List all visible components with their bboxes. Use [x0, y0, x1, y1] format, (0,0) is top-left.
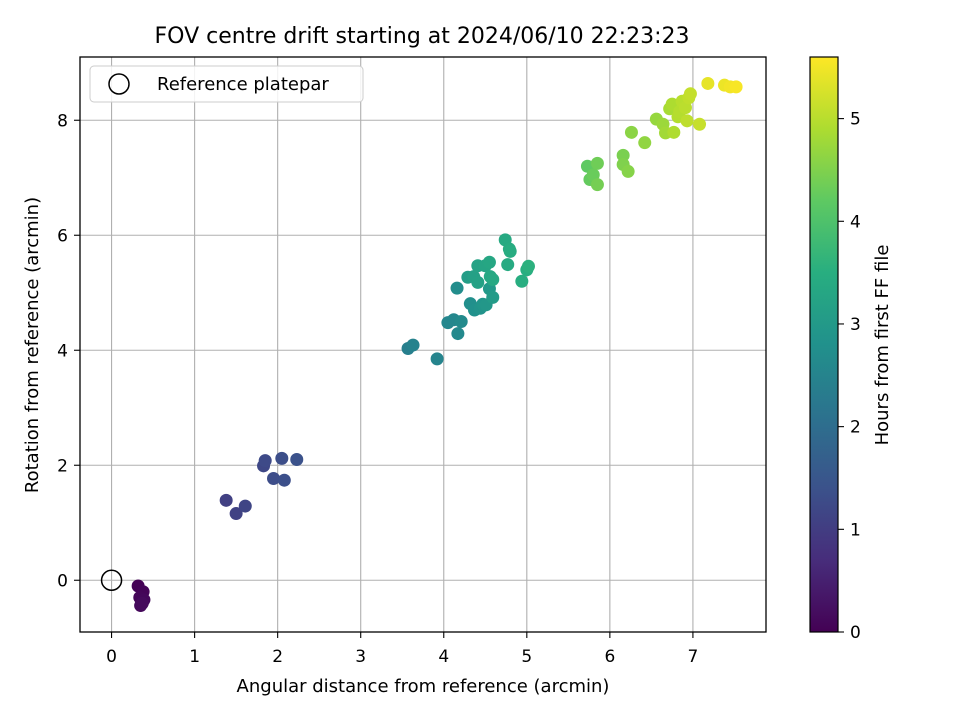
x-tick-label: 1 [189, 647, 200, 667]
data-point [501, 258, 515, 272]
data-point [450, 281, 464, 295]
data-point [430, 352, 444, 366]
y-axis: 0 2 4 6 8 [57, 111, 80, 591]
y-tick-label: 8 [57, 111, 68, 131]
data-point [135, 596, 149, 610]
grid-lines [80, 57, 766, 632]
data-point [290, 453, 304, 466]
colorbar: 0 1 2 3 4 5 Hours from first FF file [809, 56, 893, 643]
data-point [503, 244, 517, 258]
y-tick-label: 4 [57, 341, 68, 361]
x-axis-label: Angular distance from reference (arcmin) [237, 676, 610, 697]
data-point [471, 275, 485, 289]
data-point [486, 273, 500, 287]
reference-marker-group [100, 569, 123, 591]
colorbar-ticks: 0 1 2 3 4 5 [838, 110, 861, 643]
colorbar-tick-label: 2 [850, 418, 861, 438]
data-point [219, 493, 233, 507]
colorbar-label: Hours from first FF file [872, 245, 893, 446]
data-point [486, 290, 500, 304]
x-axis: 0 1 2 3 4 5 6 7 [106, 632, 698, 667]
data-point [238, 499, 252, 513]
data-point [638, 136, 652, 150]
data-point [586, 168, 600, 182]
colorbar-tick-label: 4 [850, 212, 861, 232]
data-point [229, 507, 243, 521]
data-point [258, 454, 272, 468]
reference-platepar-marker [100, 569, 123, 591]
x-tick-label: 5 [521, 647, 532, 667]
x-tick-label: 6 [604, 647, 615, 667]
x-tick-label: 7 [688, 647, 699, 667]
x-tick-label: 0 [106, 647, 117, 667]
chart-title: FOV centre drift starting at 2024/06/10 … [155, 24, 690, 49]
data-point [693, 117, 707, 131]
x-tick-label: 4 [438, 647, 449, 667]
colorbar-tick-label: 1 [850, 520, 861, 540]
colorbar-tick-label: 3 [850, 315, 861, 335]
data-point [521, 259, 535, 273]
data-point [624, 125, 638, 139]
colorbar-tick-label: 0 [850, 623, 861, 643]
data-point [616, 148, 630, 162]
data-point [451, 327, 465, 341]
y-axis-label: Rotation from reference (arcmin) [22, 197, 43, 493]
data-point [277, 473, 291, 487]
legend-box [89, 65, 364, 103]
colorbar-tick-label: 5 [850, 110, 861, 130]
data-points [131, 76, 743, 613]
data-point [275, 451, 289, 465]
data-point [482, 255, 496, 269]
data-point [454, 315, 468, 328]
data-point [667, 125, 681, 139]
data-point [701, 76, 715, 90]
data-point [683, 87, 697, 101]
legend-entry-label: Reference platepar [157, 74, 329, 95]
data-point [729, 80, 743, 94]
y-tick-label: 2 [57, 456, 68, 476]
y-tick-label: 6 [57, 226, 68, 246]
legend: Reference platepar [89, 65, 364, 103]
data-point [680, 114, 694, 128]
plot-frame [79, 56, 767, 633]
y-tick-label: 0 [57, 571, 68, 591]
x-tick-label: 3 [355, 647, 366, 667]
data-point [678, 101, 692, 115]
x-tick-label: 2 [272, 647, 283, 667]
data-point [515, 274, 529, 288]
data-point [267, 471, 281, 485]
legend-marker-open-circle [108, 73, 130, 95]
data-point [621, 164, 635, 178]
data-point [406, 338, 420, 352]
colorbar-gradient [809, 56, 839, 633]
data-point [590, 156, 604, 170]
data-point [590, 178, 604, 192]
